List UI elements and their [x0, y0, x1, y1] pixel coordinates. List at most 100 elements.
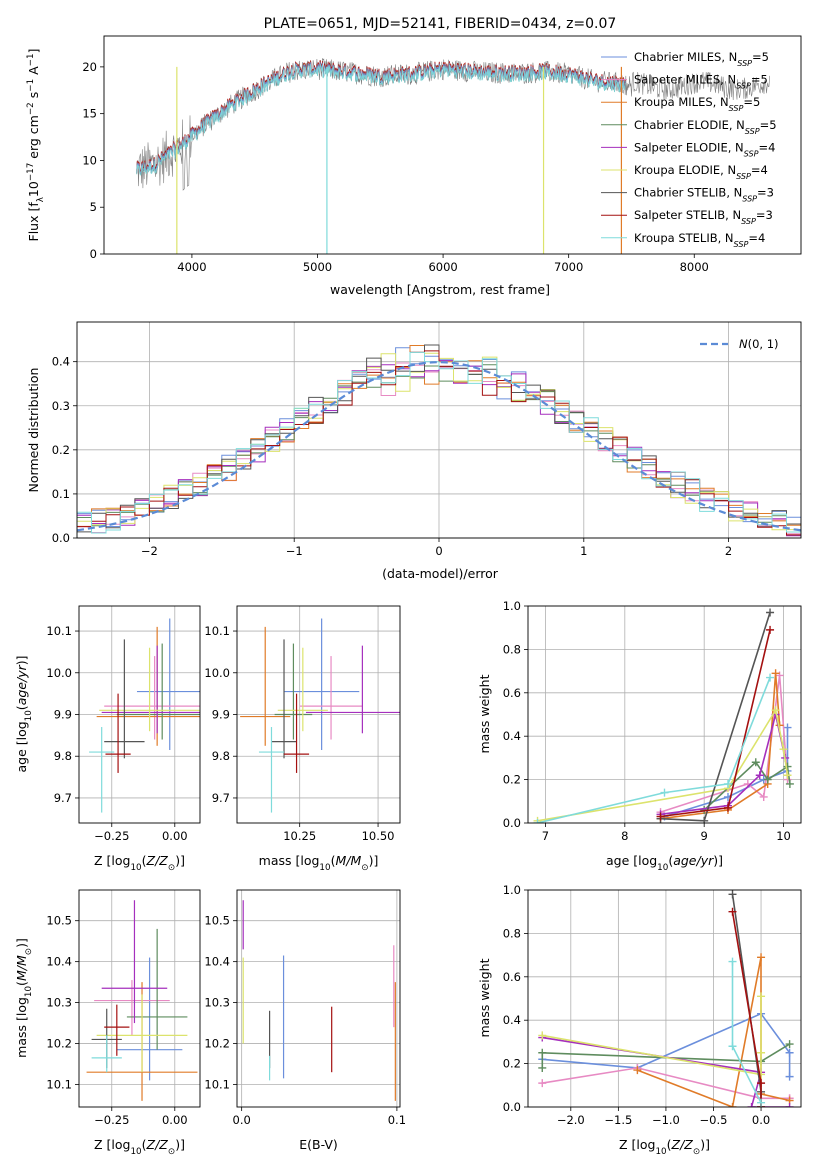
y-axis-label: mass weight [477, 674, 492, 753]
x-tick-label: −0.5 [700, 1113, 728, 1127]
x-tick-label: 7000 [554, 260, 583, 274]
legend-entry: Salpeter ELODIE, NSSP=4 [634, 140, 775, 158]
y-tick-label: 10.0 [46, 666, 72, 680]
weight-marker [728, 1042, 737, 1051]
observed-spectrum [136, 58, 770, 191]
errorbar-salpeter_miles [299, 656, 363, 740]
mass_vs_EBV-data [242, 900, 396, 1101]
weight-line-kroupa_elodie [542, 996, 762, 1076]
y-tick-label: 9.8 [212, 749, 230, 763]
y-tick-label: 0.2 [503, 1057, 521, 1071]
y-tick-label: 10.5 [204, 914, 230, 928]
y-tick-label: 0.2 [503, 773, 521, 787]
weight-marker [757, 953, 766, 962]
x-axis-label: wavelength [Angstrom, rest frame] [330, 282, 550, 297]
legend-entry: Chabrier MILES, NSSP=5 [634, 50, 769, 68]
x-tick-label: −1.0 [652, 1113, 680, 1127]
axes-frame [236, 889, 401, 1108]
x-axis-label: Z [log10(Z/Z⊙)] [94, 1137, 185, 1157]
errorbar-salpeter_stelib [104, 1004, 130, 1056]
x-tick-label: 7 [542, 829, 549, 843]
errorbar-kroupa_stelib [91, 1035, 122, 1073]
y-tick-label: 15 [82, 107, 97, 121]
errorbar-kroupa_stelib [258, 727, 285, 813]
errorbar-chabrier_elodie [116, 643, 200, 740]
x-axis-label: Z [log10(Z/Z⊙)] [619, 1137, 710, 1157]
figure-title: PLATE=0651, MJD=52141, FIBERID=0434, z=0… [264, 16, 617, 32]
y-tick-label: 10.5 [46, 914, 72, 928]
weight-marker [728, 957, 737, 966]
y-tick-label: 0.0 [503, 1100, 521, 1114]
weight-marker [779, 745, 788, 754]
axes-frame [78, 605, 201, 824]
x-tick-label: −0.25 [94, 829, 129, 843]
weight-marker [757, 1048, 766, 1057]
x-tick-label: 0 [435, 544, 442, 558]
legend-entry: Chabrier STELIB, NSSP=3 [634, 186, 774, 204]
weight-marker [755, 771, 764, 780]
x-axis-label: E(B-V) [299, 1137, 338, 1152]
y-tick-label: 10.2 [204, 1037, 230, 1051]
errorbar-salpeter_elodie [305, 645, 400, 734]
y-tick-label: 10 [82, 153, 97, 167]
weight-marker [723, 803, 732, 812]
x-tick-label: 10.25 [283, 829, 316, 843]
x-tick-label: 8000 [680, 260, 709, 274]
weight-line-kroupa_stelib [537, 677, 771, 823]
errorbar-salpeter_miles [104, 656, 200, 740]
residual-panel: −2 −1 0 1 2 0.0 0.1 0.2 0.3 0.4 N(0, 1) (data-model… [26, 321, 802, 581]
weight-marker [771, 669, 780, 678]
x-tick-label: −0.25 [94, 1113, 129, 1127]
weight-marker [538, 1079, 547, 1088]
weight-marker [785, 1072, 794, 1081]
y-axis-label: mass weight [477, 958, 492, 1037]
y-axis-label: age [log10(age/yr)] [14, 655, 34, 772]
y-tick-label: 10.3 [46, 996, 72, 1010]
weight-marker [700, 816, 709, 823]
y-axis-label: mass [log10(M/M⊙)] [14, 938, 34, 1058]
x-tick-label: 9 [701, 829, 708, 843]
x-axis-label: (data-model)/error [382, 566, 499, 581]
x-tick-label: 5000 [303, 260, 332, 274]
residual-data [77, 344, 801, 538]
errorbar-chabrier_elodie [274, 643, 313, 740]
y-tick-label: 9.9 [54, 708, 72, 722]
x-tick-label: 8 [621, 829, 628, 843]
y-tick-label: 10.4 [204, 955, 230, 969]
weight_vs_age-panel: 7 8 9 10 0.0 0.2 0.4 0.6 0.8 1.0 age [log10(age/yr… [477, 599, 802, 873]
y-tick-label: 0.0 [52, 531, 70, 545]
errorbar-kroupa_elodie [277, 647, 328, 732]
y-tick-label: 1.0 [503, 883, 521, 897]
x-tick-label: 0.0 [752, 1113, 770, 1127]
errorbar-salpeter_stelib [105, 693, 131, 773]
legend-entry: Kroupa STELIB, NSSP=4 [634, 231, 765, 249]
weight-marker [723, 779, 732, 788]
errorbar-salpeter_stelib [284, 693, 310, 773]
y-tick-label: 9.9 [212, 708, 230, 722]
x-tick-label: 6000 [428, 260, 457, 274]
weight-marker [783, 771, 792, 780]
mass_vs_EBV-panel: 0.0 0.1 10.1 10.2 10.3 10.4 10.5 E(B-V) [204, 889, 406, 1152]
weight-marker [785, 1103, 794, 1107]
spectrum-legend: Chabrier MILES, NSSP=5 Salpeter MILES, NS… [601, 50, 777, 248]
axes-frame [78, 889, 201, 1108]
y-tick-label: 0.6 [503, 686, 521, 700]
age_vs_mass-data [240, 618, 400, 813]
weight-marker [757, 1079, 766, 1088]
x-tick-label: −1 [286, 544, 303, 558]
x-tick-label: −2 [141, 544, 158, 558]
errorbar-chabrier_miles [116, 957, 183, 1081]
weight-marker [763, 775, 772, 784]
x-tick-label: 4000 [177, 260, 206, 274]
axes-frame [527, 605, 802, 824]
histogram-kroupa_stelib [77, 351, 801, 538]
errorbar-kroupa_stelib [89, 727, 115, 813]
x-tick-label: 2 [725, 544, 732, 558]
y-tick-label: 10.1 [46, 624, 72, 638]
y-tick-label: 20 [82, 60, 97, 74]
weight-marker [757, 1098, 766, 1107]
weight-marker [783, 723, 792, 732]
legend-entry: Kroupa MILES, NSSP=5 [634, 95, 760, 113]
weight_vs_Z-data [538, 890, 794, 1107]
